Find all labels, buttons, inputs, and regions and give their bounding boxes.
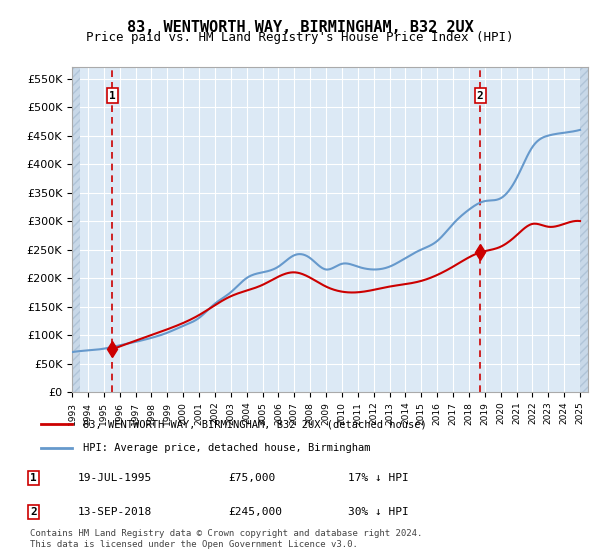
Text: 2: 2 bbox=[477, 91, 484, 101]
Text: 1: 1 bbox=[30, 473, 37, 483]
Text: 2: 2 bbox=[30, 507, 37, 517]
Text: 1: 1 bbox=[109, 91, 116, 101]
Text: 19-JUL-1995: 19-JUL-1995 bbox=[78, 473, 152, 483]
Text: 83, WENTWORTH WAY, BIRMINGHAM, B32 2UX (detached house): 83, WENTWORTH WAY, BIRMINGHAM, B32 2UX (… bbox=[83, 419, 427, 429]
Text: 17% ↓ HPI: 17% ↓ HPI bbox=[348, 473, 409, 483]
Text: HPI: Average price, detached house, Birmingham: HPI: Average price, detached house, Birm… bbox=[83, 443, 370, 453]
Text: £75,000: £75,000 bbox=[228, 473, 275, 483]
Text: Price paid vs. HM Land Registry's House Price Index (HPI): Price paid vs. HM Land Registry's House … bbox=[86, 31, 514, 44]
Text: 30% ↓ HPI: 30% ↓ HPI bbox=[348, 507, 409, 517]
Text: Contains HM Land Registry data © Crown copyright and database right 2024.
This d: Contains HM Land Registry data © Crown c… bbox=[30, 529, 422, 549]
Text: 13-SEP-2018: 13-SEP-2018 bbox=[78, 507, 152, 517]
Text: 83, WENTWORTH WAY, BIRMINGHAM, B32 2UX: 83, WENTWORTH WAY, BIRMINGHAM, B32 2UX bbox=[127, 20, 473, 35]
Text: £245,000: £245,000 bbox=[228, 507, 282, 517]
